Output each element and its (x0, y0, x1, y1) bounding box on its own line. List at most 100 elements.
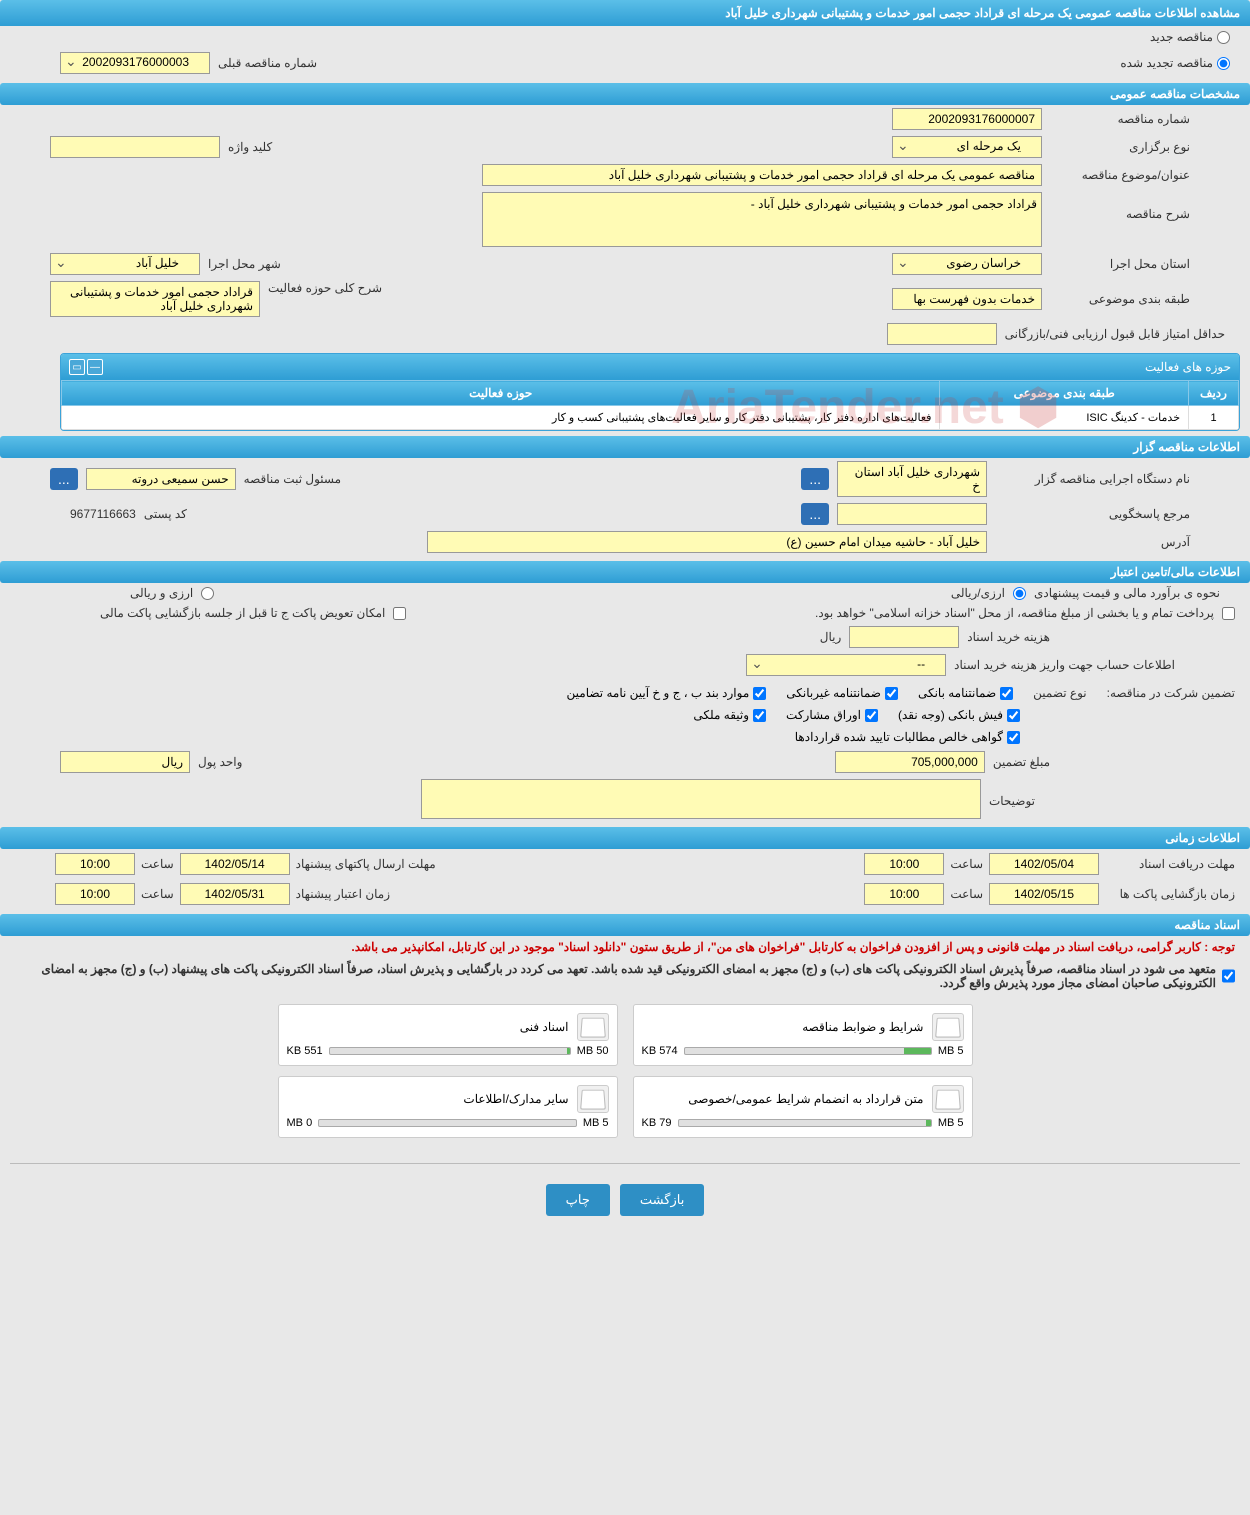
folder-icon (577, 1085, 609, 1113)
label-activity-scope: شرح کلی حوزه فعالیت (268, 281, 382, 295)
page-title: مشاهده اطلاعات مناقصه عمومی یک مرحله ای … (0, 0, 1250, 26)
doc-max: 50 MB (577, 1045, 609, 1057)
select-holding-type[interactable]: یک مرحله ای (892, 136, 1042, 158)
col-category: طبقه بندی موضوعی (940, 381, 1189, 406)
activities-title: حوزه های فعالیت (1145, 360, 1231, 374)
check-g-property[interactable] (753, 709, 766, 722)
check-payment-treasury[interactable] (1222, 607, 1235, 620)
field-keyword[interactable] (50, 136, 220, 158)
label-guarantee-type: نوع تضمین (1033, 686, 1086, 700)
label-province: استان محل اجرا (1050, 257, 1190, 271)
check-g-cash[interactable] (1007, 709, 1020, 722)
field-category: خدمات بدون فهرست بها (892, 288, 1042, 310)
label-keyword: کلید واژه (228, 140, 272, 154)
label-g-bank: ضمانتنامه بانکی (918, 686, 996, 700)
check-g-bank[interactable] (1000, 687, 1013, 700)
label-address: آدرس (995, 535, 1190, 549)
label-g-cash: فیش بانکی (وجه نقد) (898, 708, 1003, 722)
label-g-receivables: گواهی خالص مطالبات تایید شده قراردادها (795, 730, 1003, 744)
field-send-time: 10:00 (55, 853, 135, 875)
col-scope: حوزه فعالیت (62, 381, 940, 406)
doc-title: شرایط و ضوابط مناقصه (642, 1020, 924, 1034)
check-g-nonbank[interactable] (885, 687, 898, 700)
back-button[interactable]: بازگشت (620, 1184, 704, 1216)
field-notes (421, 779, 981, 819)
registrar-more-button[interactable]: ... (50, 468, 78, 490)
field-receive-date: 1402/05/04 (989, 853, 1099, 875)
activities-min-icon[interactable]: — (87, 359, 103, 375)
label-g-clauses: موارد بند ب ، ج و خ آیین نامه تضامین (567, 686, 750, 700)
label-rial-suffix: ریال (820, 630, 842, 644)
doc-size: 0 MB (287, 1117, 313, 1129)
col-row: ردیف (1189, 381, 1239, 406)
field-registrar: حسن سمیعی دروته (86, 468, 236, 490)
label-notes: توضیحات (989, 779, 1035, 808)
label-tender-number: شماره مناقصه (1050, 112, 1190, 126)
doc-size: 551 KB (287, 1045, 323, 1057)
select-account-info[interactable]: -- (746, 654, 946, 676)
field-guarantee-amount: 705,000,000 (835, 751, 985, 773)
docs-notice-black: متعهد می شود در اسناد مناقصه، صرفاً پذیر… (15, 962, 1216, 990)
docs-notice-red: توجه : کاربر گرامی، دریافت اسناد در مهلت… (0, 936, 1250, 958)
label-g-securities: اوراق مشارکت (786, 708, 861, 722)
doc-progress (329, 1047, 571, 1055)
doc-card[interactable]: سایر مدارک/اطلاعات 5 MB 0 MB (278, 1076, 618, 1138)
select-prev-number[interactable]: 2002093176000003 (60, 52, 210, 74)
radio-renewed-tender[interactable] (1217, 57, 1230, 70)
label-validity: زمان اعتبار پیشنهاد (296, 887, 390, 901)
folder-icon (932, 1013, 964, 1041)
doc-card[interactable]: شرایط و ضوابط مناقصه 5 MB 574 KB (633, 1004, 973, 1066)
print-button[interactable]: چاپ (546, 1184, 610, 1216)
folder-icon (577, 1013, 609, 1041)
label-min-score: حداقل امتیاز قابل قبول ارزیابی فنی/بازرگ… (1005, 327, 1225, 341)
field-tender-number: 2002093176000007 (892, 108, 1042, 130)
doc-card[interactable]: متن قرارداد به انضمام شرایط عمومی/خصوصی … (633, 1076, 973, 1138)
field-doc-cost (849, 626, 959, 648)
responder-more-button[interactable]: ... (801, 503, 829, 525)
section-timing: اطلاعات زمانی (0, 827, 1250, 849)
field-validity-time: 10:00 (55, 883, 135, 905)
check-g-securities[interactable] (865, 709, 878, 722)
field-agency: شهرداری خلیل آباد استان خ (837, 461, 987, 497)
label-new-tender: مناقصه جدید (1150, 30, 1213, 44)
field-send-date: 1402/05/14 (180, 853, 290, 875)
label-hour-3: ساعت (950, 887, 983, 901)
check-replace-env[interactable] (393, 607, 406, 620)
select-city[interactable]: خلیل آباد (50, 253, 200, 275)
label-city: شهر محل اجرا (208, 257, 281, 271)
label-prev-number: شماره مناقصه قبلی (218, 56, 317, 70)
doc-size: 574 KB (642, 1045, 678, 1057)
select-province[interactable]: خراسان رضوی (892, 253, 1042, 275)
doc-size: 79 KB (642, 1117, 672, 1129)
label-receive-deadline: مهلت دریافت اسناد (1105, 857, 1235, 871)
label-currency-rial: ارزی/ریالی (951, 586, 1005, 600)
doc-progress (684, 1047, 932, 1055)
label-g-nonbank: ضمانتنامه غیربانکی (786, 686, 881, 700)
label-g-property: وثیقه ملکی (693, 708, 749, 722)
agency-more-button[interactable]: ... (801, 468, 829, 490)
radio-new-tender[interactable] (1217, 31, 1230, 44)
radio-both[interactable] (201, 587, 214, 600)
label-send-deadline: مهلت ارسال پاکتهای پیشنهاد (296, 857, 436, 871)
check-g-clauses[interactable] (753, 687, 766, 700)
label-payment-note: پرداخت تمام و یا بخشی از مبلغ مناقصه، از… (815, 606, 1214, 620)
label-doc-cost: هزینه خرید اسناد (967, 630, 1050, 644)
activities-exp-icon[interactable]: ▭ (69, 359, 85, 375)
field-activity-scope: قراداد حجمی امور خدمات و پشتیبانی شهردار… (50, 281, 260, 317)
field-min-score (887, 323, 997, 345)
label-currency-unit: واحد پول (198, 755, 242, 769)
label-open-time: زمان بازگشایی پاکت ها (1105, 887, 1235, 901)
check-commitment[interactable] (1222, 962, 1235, 990)
folder-icon (932, 1085, 964, 1113)
field-open-date: 1402/05/15 (989, 883, 1099, 905)
check-g-receivables[interactable] (1007, 731, 1020, 744)
doc-card[interactable]: اسناد فنی 50 MB 551 KB (278, 1004, 618, 1066)
label-registrar: مسئول ثبت مناقصه (244, 472, 341, 486)
section-financial: اطلاعات مالی/تامین اعتبار (0, 561, 1250, 583)
field-receive-time: 10:00 (864, 853, 944, 875)
label-responder: مرجع پاسخگویی (995, 507, 1190, 521)
label-subject: عنوان/موضوع مناقصه (1050, 168, 1190, 182)
radio-rial[interactable] (1013, 587, 1026, 600)
field-desc: قراداد حجمی امور خدمات و پشتیبانی شهردار… (482, 192, 1042, 247)
label-desc: شرح مناقصه (1050, 192, 1190, 221)
